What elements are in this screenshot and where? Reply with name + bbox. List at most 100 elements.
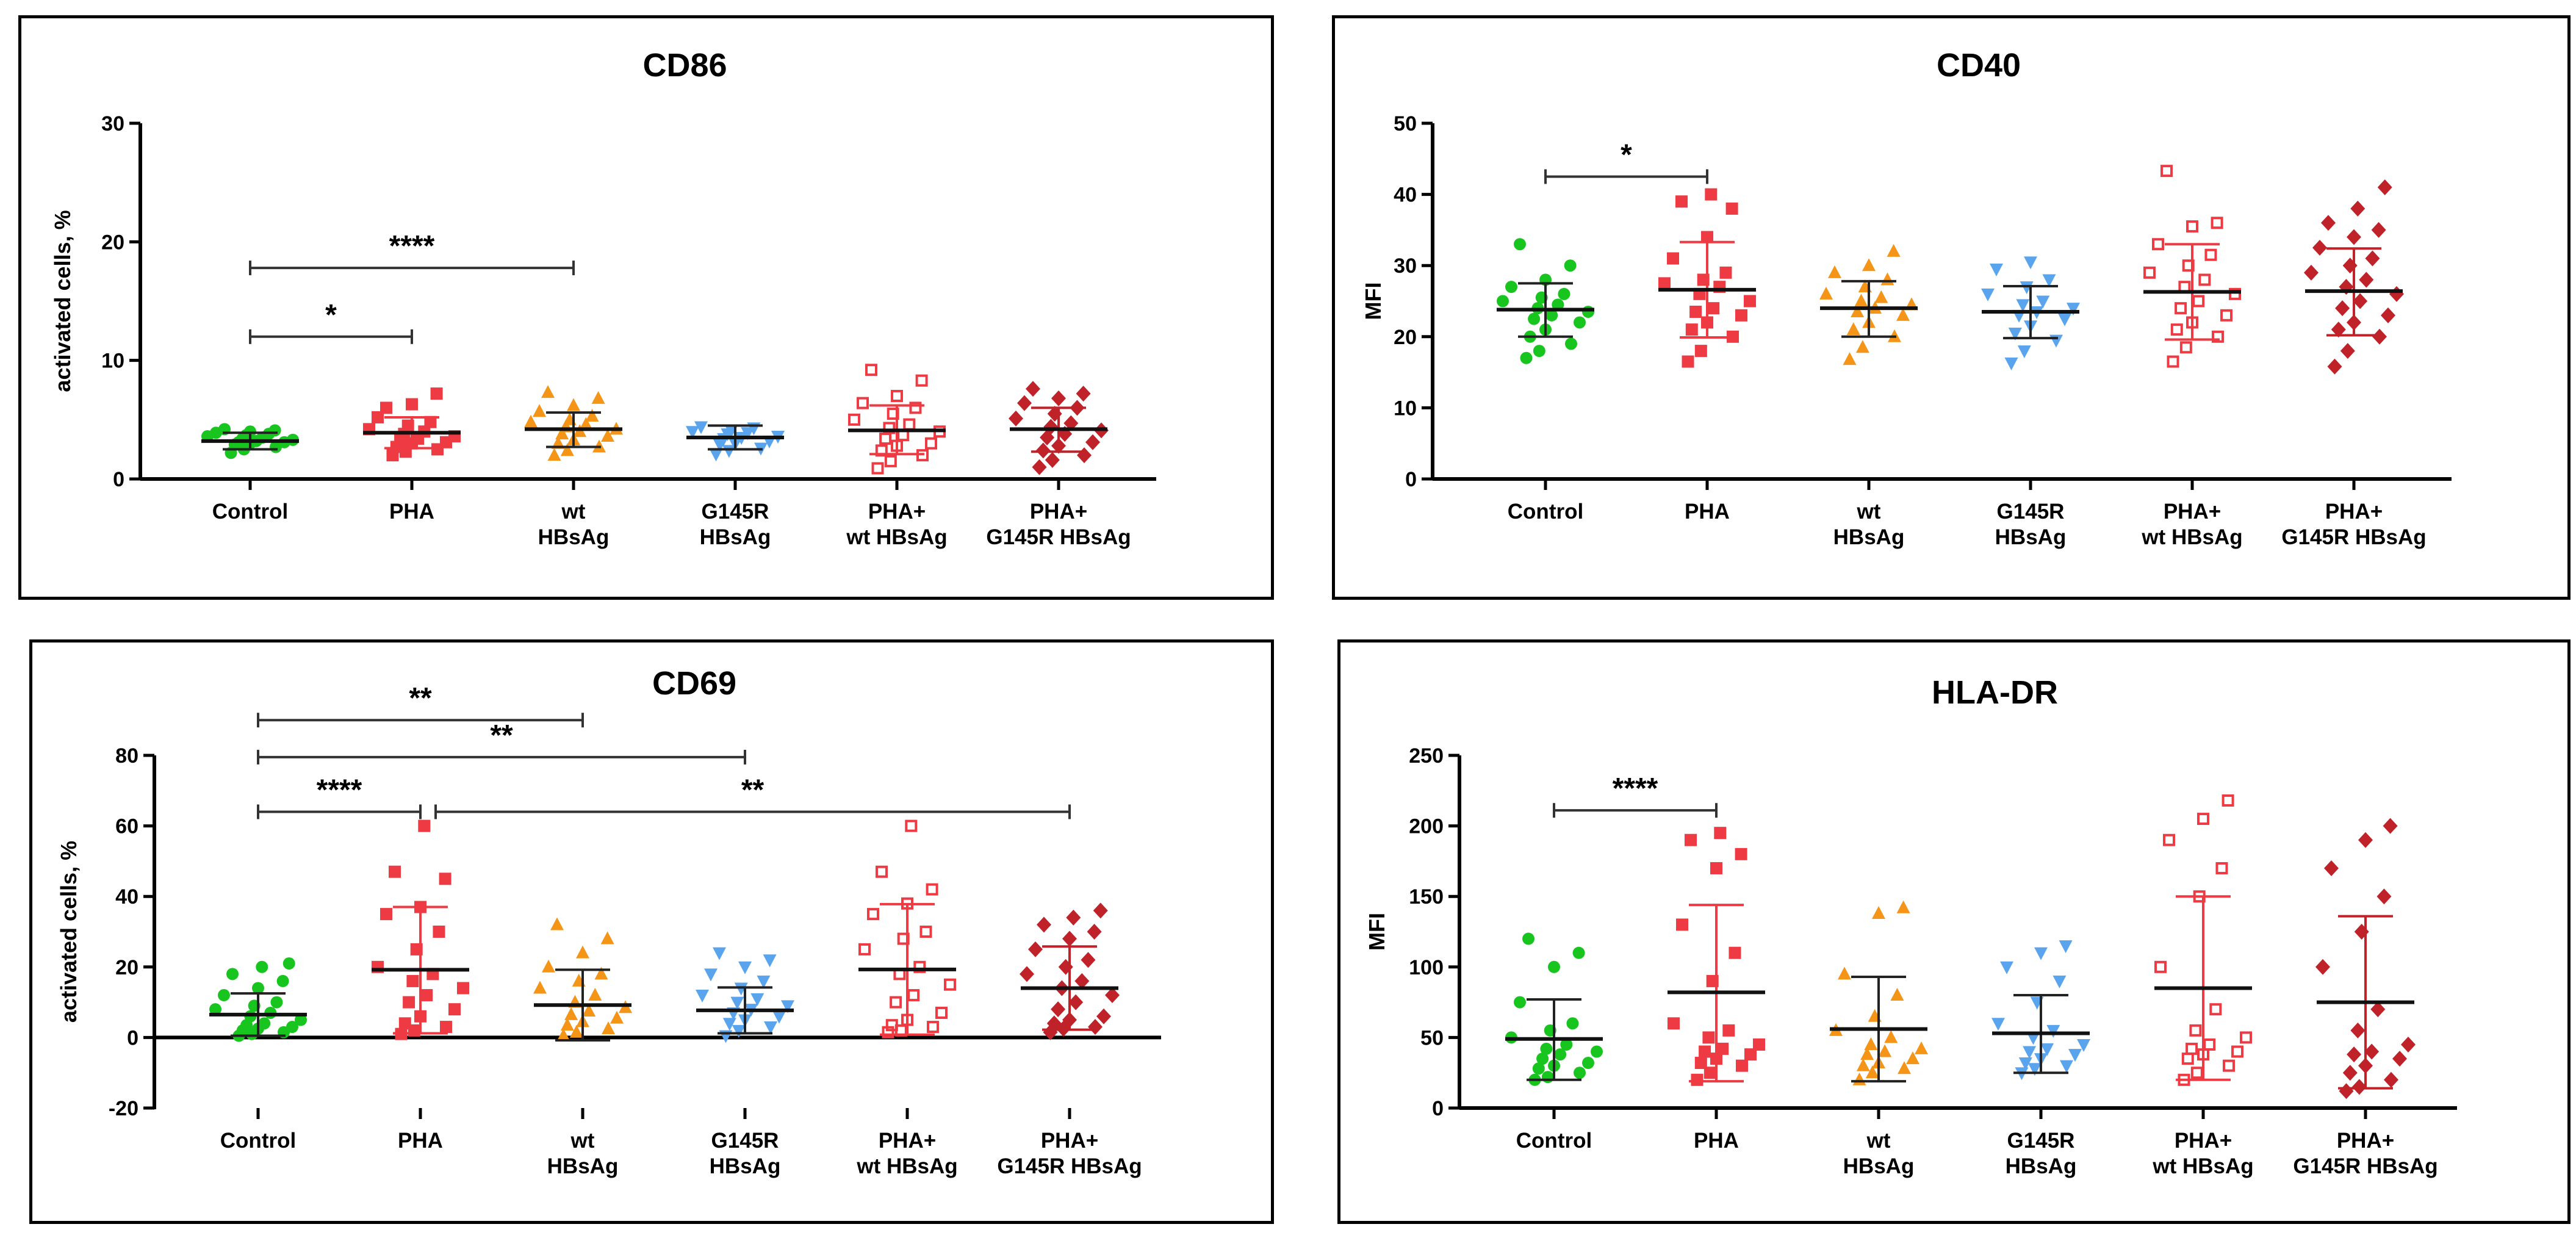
data-point xyxy=(1736,1059,1748,1072)
data-point xyxy=(1710,862,1722,874)
x-tick-label: wt xyxy=(570,1129,595,1153)
data-point xyxy=(1558,287,1570,300)
data-point xyxy=(2036,295,2050,309)
y-tick-label: 100 xyxy=(1409,956,1444,979)
data-point xyxy=(686,426,699,439)
y-tick-label: 0 xyxy=(1405,468,1417,491)
data-point xyxy=(1685,833,1697,846)
data-point xyxy=(1046,1015,1062,1032)
data-point xyxy=(226,968,239,981)
data-point xyxy=(2008,327,2022,340)
data-point xyxy=(1722,1024,1735,1037)
data-point xyxy=(1085,434,1100,450)
y-tick-label: 200 xyxy=(1409,815,1444,838)
data-point xyxy=(1528,312,1541,325)
data-point xyxy=(268,424,281,437)
significance-label: * xyxy=(325,299,337,331)
data-point xyxy=(1725,202,1738,215)
data-point xyxy=(1096,1008,1111,1024)
data-point xyxy=(1701,231,1713,243)
data-point xyxy=(927,1021,939,1034)
series-pha-wt-hbsag xyxy=(858,819,956,1038)
data-point xyxy=(2222,794,2234,807)
data-point xyxy=(1026,381,1040,397)
chart-panel-cd69: CD69 -20 0 20 40 60 80 activated cells, % Contro… xyxy=(29,639,1274,1224)
x-tick-label: HBsAg xyxy=(1843,1154,1915,1178)
data-point xyxy=(286,1021,298,1034)
data-point xyxy=(750,993,765,1006)
data-point xyxy=(1735,309,1747,322)
data-point xyxy=(1705,188,1718,201)
data-point xyxy=(524,414,538,428)
data-point xyxy=(848,413,860,426)
data-point xyxy=(1753,1038,1765,1051)
x-tick-label: PHA+ xyxy=(868,500,926,524)
x-tick-label: HBsAg xyxy=(710,1154,781,1178)
data-point xyxy=(1045,452,1060,468)
data-point xyxy=(1851,304,1865,317)
y-tick-label: 20 xyxy=(115,956,139,979)
data-point xyxy=(2351,1079,2367,1095)
y-tick-label: 10 xyxy=(101,350,124,373)
data-point xyxy=(1566,1017,1579,1030)
significance-bracket: **** xyxy=(249,230,575,276)
data-point xyxy=(2004,357,2018,370)
data-point xyxy=(1497,295,1509,308)
data-point xyxy=(1093,902,1108,919)
data-point xyxy=(1560,1038,1573,1051)
data-point xyxy=(1037,916,1051,933)
data-point xyxy=(709,448,723,462)
data-point xyxy=(2370,1001,2386,1018)
data-point xyxy=(857,397,869,409)
data-point xyxy=(2203,1038,2216,1051)
x-tick-label: PHA xyxy=(398,1129,443,1153)
data-point xyxy=(2376,888,2392,905)
x-tick-label: wt xyxy=(1857,500,1881,524)
data-point xyxy=(903,418,916,431)
data-point xyxy=(2209,1003,2222,1016)
data-point xyxy=(1676,918,1688,931)
data-point xyxy=(1540,1042,1553,1055)
data-point xyxy=(2381,307,2395,323)
data-point xyxy=(2067,303,2080,316)
significance-label: **** xyxy=(317,774,362,806)
data-point xyxy=(2339,1083,2354,1099)
data-point xyxy=(944,978,956,991)
data-point xyxy=(879,432,892,445)
data-point xyxy=(1854,293,1868,307)
data-point xyxy=(1658,277,1671,290)
data-point xyxy=(2304,264,2319,281)
data-point xyxy=(2152,238,2164,251)
data-point xyxy=(398,1017,411,1030)
x-tick-label: HBsAg xyxy=(1995,525,2067,549)
data-point xyxy=(1865,1065,1879,1079)
data-point xyxy=(1675,195,1688,208)
data-point xyxy=(252,982,264,995)
data-point xyxy=(1981,288,1995,301)
data-point xyxy=(576,945,589,959)
data-point xyxy=(1051,390,1066,406)
data-point xyxy=(1668,1017,1680,1030)
data-point xyxy=(1735,848,1747,860)
data-point xyxy=(741,427,755,441)
data-point xyxy=(1990,264,2003,277)
data-point xyxy=(1714,827,1727,840)
series-control xyxy=(1497,238,1594,364)
data-point xyxy=(582,1004,596,1017)
data-point xyxy=(2347,1046,2362,1063)
data-point xyxy=(909,401,922,414)
data-point xyxy=(1719,266,1732,279)
data-point xyxy=(430,387,443,400)
data-point xyxy=(2189,1024,2202,1037)
data-point xyxy=(2312,240,2327,256)
data-point xyxy=(2024,256,2037,270)
data-point xyxy=(884,455,897,467)
data-point xyxy=(1574,1067,1586,1079)
data-point xyxy=(1077,447,1092,464)
data-point xyxy=(2077,1038,2090,1052)
data-point xyxy=(406,398,418,411)
data-point xyxy=(1838,966,1851,980)
data-point xyxy=(1691,1073,1704,1086)
y-tick-label: 40 xyxy=(115,885,139,909)
significance-bracket: **** xyxy=(1553,772,1718,818)
